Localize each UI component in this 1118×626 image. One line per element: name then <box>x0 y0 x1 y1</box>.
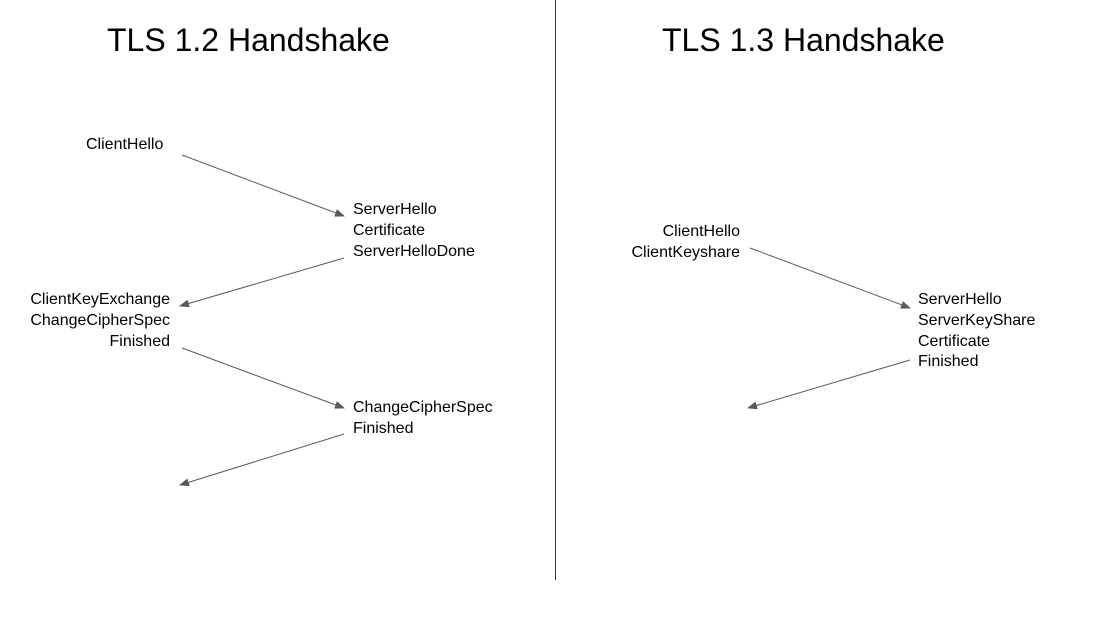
right-arrow-1 <box>748 360 910 408</box>
right-title: TLS 1.3 Handshake <box>662 22 945 59</box>
right-arrow-0 <box>750 248 910 308</box>
left-arrow-1 <box>180 258 344 306</box>
left-arrow-0 <box>182 155 344 216</box>
left-title: TLS 1.2 Handshake <box>107 22 390 59</box>
left-arrow-2 <box>182 348 344 408</box>
left-node-l4: ChangeCipherSpec Finished <box>353 398 493 440</box>
right-node-r1: ClientHello ClientKeyshare <box>632 222 741 264</box>
left-node-l1: ClientHello <box>86 135 163 156</box>
diagram-container: { "type": "flowchart", "background_color… <box>0 0 1118 626</box>
vertical-divider <box>555 0 556 580</box>
left-node-l3: ClientKeyExchange ChangeCipherSpec Finis… <box>30 290 170 352</box>
right-node-r2: ServerHello ServerKeyShare Certificate F… <box>918 290 1035 373</box>
left-arrow-3 <box>180 434 344 485</box>
left-node-l2: ServerHello Certificate ServerHelloDone <box>353 200 475 262</box>
